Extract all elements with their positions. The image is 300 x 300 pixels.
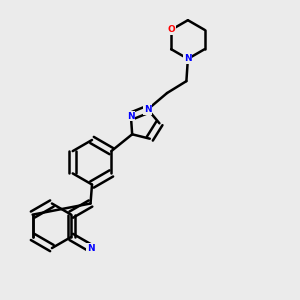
Text: N: N xyxy=(87,244,94,253)
Text: N: N xyxy=(184,54,192,63)
Text: N: N xyxy=(127,112,135,121)
Text: N: N xyxy=(144,105,152,114)
Text: O: O xyxy=(167,26,175,34)
